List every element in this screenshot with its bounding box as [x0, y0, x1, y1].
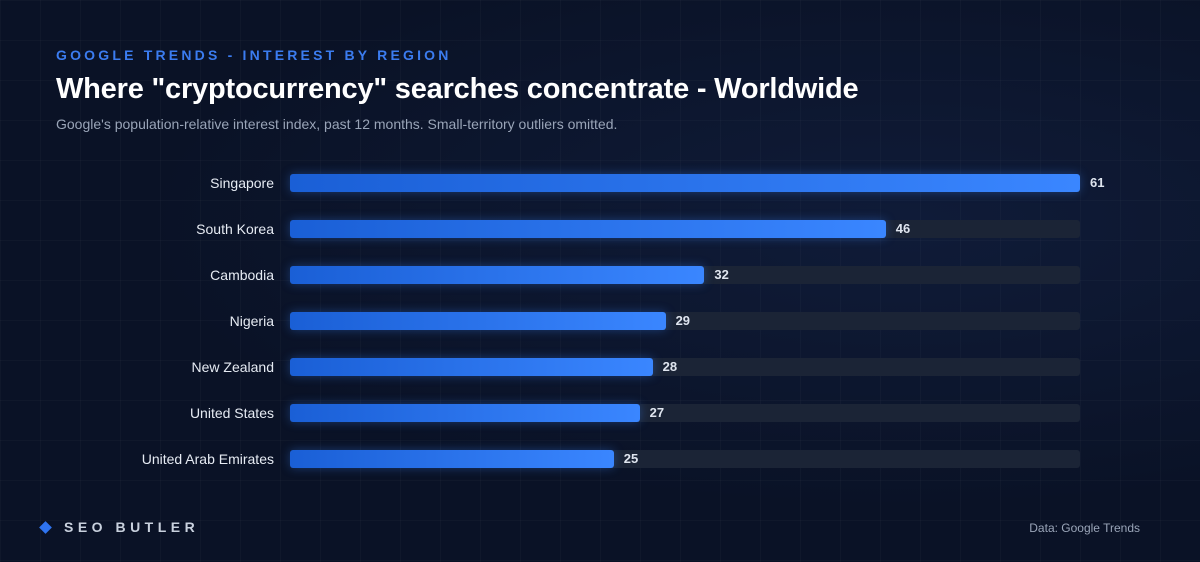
chart-title: Where "cryptocurrency" searches concentr… [56, 73, 859, 105]
bar-row: Singapore 61 [0, 174, 1200, 192]
bar [290, 450, 614, 468]
bar-value-label: 28 [662, 359, 678, 374]
bar [290, 220, 886, 238]
bar-value-label: 46 [895, 221, 911, 236]
chart-subtitle: Google's population-relative interest in… [56, 116, 618, 132]
bar [290, 266, 705, 284]
bar-label: United States [189, 405, 274, 421]
bar [290, 174, 1080, 192]
bar-label: Nigeria [229, 313, 274, 329]
bar-value-label: 25 [623, 451, 639, 466]
data-source: Data: Google Trends [1029, 521, 1140, 535]
bar-label: Cambodia [210, 267, 274, 283]
bar [290, 404, 640, 422]
bar-label: New Zealand [191, 359, 275, 375]
bar-row: New Zealand 28 [0, 358, 1200, 376]
bar-row: United Arab Emirates 25 [0, 450, 1200, 468]
bar-value-label: 61 [1090, 175, 1105, 190]
brand-logo: SEO BUTLER [39, 519, 200, 535]
bar-value-label: 32 [714, 267, 729, 282]
bar-value-label: 29 [675, 313, 691, 328]
brand-name: SEO BUTLER [64, 519, 200, 535]
bar [290, 358, 653, 376]
bar-row: Nigeria 29 [0, 312, 1200, 330]
bar-label: United Arab Emirates [141, 451, 274, 467]
chart-eyebrow: GOOGLE TRENDS - INTEREST BY REGION [56, 47, 452, 63]
bar-label: South Korea [196, 221, 274, 237]
bar-row: Cambodia 32 [0, 266, 1200, 284]
bar-label: Singapore [210, 175, 274, 191]
bar-value-label: 27 [649, 405, 665, 420]
bar [290, 312, 666, 330]
diamond-icon [39, 520, 52, 534]
bar-row: South Korea 46 [0, 220, 1200, 238]
bar-row: United States 27 [0, 404, 1200, 422]
